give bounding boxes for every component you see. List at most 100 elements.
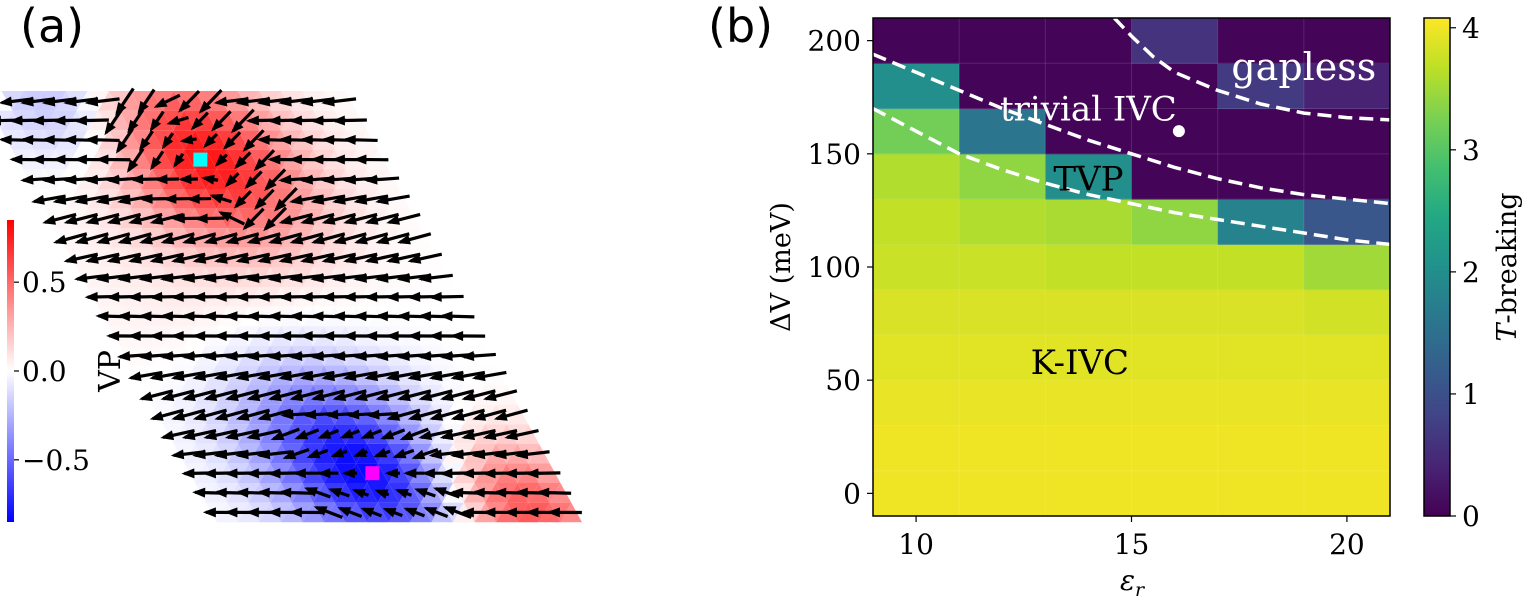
tbreaking-cell [1131, 425, 1219, 472]
vp-arrow [397, 232, 432, 245]
vp-arrow [364, 252, 400, 264]
vp-arrow [149, 110, 165, 132]
y-tick-label: 150 [808, 138, 861, 171]
vp-arrow [289, 194, 324, 205]
vp-colorbar-label: VP [93, 350, 128, 393]
vp-arrow [386, 212, 421, 225]
vp-cell [227, 189, 249, 209]
vp-arrow [161, 132, 175, 150]
vp-arrow [418, 429, 453, 441]
vp-arrow [321, 96, 357, 107]
vp-arrow [264, 168, 287, 192]
tbreaking-cell [1303, 108, 1390, 155]
vp-cell [130, 91, 152, 111]
vp-arrow [472, 408, 507, 421]
vp-arrow [278, 252, 314, 264]
vp-arrow [428, 291, 464, 302]
tbreaking-colorbar-label: T-breaking [1492, 192, 1522, 341]
vp-arrow [223, 131, 242, 150]
vp-cell [141, 110, 163, 131]
vp-arrow [96, 232, 131, 245]
vp-arrow [115, 127, 134, 154]
phase-boundaries [873, 18, 1390, 247]
vp-arrow [31, 194, 66, 205]
vp-arrow [242, 129, 265, 152]
vp-arrow [342, 370, 378, 382]
vp-arrow [242, 207, 265, 231]
vp-arrow [74, 194, 109, 205]
state-point [1172, 125, 1185, 138]
panel-label-a: (a) [20, 0, 84, 53]
vp-arrow [63, 212, 99, 225]
vp-arrow [429, 408, 464, 421]
vp-cell [205, 130, 228, 150]
vp-arrow [321, 212, 357, 225]
vp-arrow [394, 488, 413, 499]
tbreaking-cell [1217, 63, 1305, 110]
vp-arrow [418, 272, 453, 283]
tbreaking-cell [959, 153, 1046, 200]
vp-cell [119, 149, 142, 170]
vp-arrow [288, 507, 324, 518]
vp-cell [119, 91, 142, 111]
vp-arrow [171, 252, 206, 264]
vp-cell [399, 483, 421, 503]
vp-cell [248, 208, 271, 229]
vp-arrow [149, 252, 185, 264]
vp-cell [216, 130, 238, 150]
vp-cell [270, 189, 292, 209]
vp-arrow [234, 151, 252, 169]
vp-arrow [385, 370, 421, 382]
vp-arrow [332, 389, 367, 402]
vp-arrow [353, 389, 389, 402]
tbreaking-cell [959, 199, 1046, 245]
tbreaking-cell [1217, 18, 1305, 64]
vp-arrow [364, 174, 400, 185]
vp-arrow [289, 232, 324, 245]
vp-arrow [504, 429, 539, 441]
vp-arrow [418, 389, 453, 402]
vp-arrow [325, 409, 353, 420]
vp-cell [431, 502, 453, 523]
vp-arrow [439, 389, 475, 402]
phase-boundary [873, 106, 1390, 247]
tbreaking-colorbar-tick-label: 2 [1462, 256, 1480, 289]
tbreaking-cell [1131, 470, 1219, 516]
vp-arrow [170, 370, 206, 382]
vp-arrow [407, 370, 443, 382]
vp-arrow [353, 194, 389, 205]
vp-arrow [546, 507, 582, 518]
vp-cell [345, 424, 367, 444]
magenta-marker [365, 466, 380, 481]
tbreaking-cell [1303, 244, 1390, 291]
tbreaking-cell [873, 334, 960, 381]
tbreaking-cell [959, 108, 1046, 155]
vp-arrow [150, 150, 165, 171]
vp-arrow [360, 507, 383, 518]
vp-arrow [203, 132, 219, 149]
cell-grid [873, 18, 1390, 516]
vp-cell [216, 169, 238, 189]
vp-arrow [246, 232, 281, 245]
vp-arrow [127, 370, 163, 382]
vp-arrow [53, 232, 88, 245]
vp-arrow [386, 408, 421, 421]
vp-arrow [321, 252, 357, 264]
vp-arrow [343, 252, 378, 264]
x-tick-label: 15 [1114, 528, 1150, 561]
tbreaking-cell [1217, 289, 1305, 336]
vp-arrow [211, 110, 232, 132]
vp-arrow [230, 108, 255, 134]
y-tick-label: 50 [825, 364, 861, 397]
vp-cell [173, 149, 195, 170]
vp-cell [367, 502, 389, 523]
vp-arrow [235, 408, 270, 421]
vp-arrow [407, 252, 443, 264]
vp-arrow [450, 330, 486, 341]
tbreaking-cell [1045, 289, 1132, 336]
vp-arrow [256, 449, 292, 460]
vp-arrow [294, 428, 320, 440]
vp-arrow [337, 506, 363, 518]
vp-cell [184, 110, 206, 131]
vp-arrow [351, 488, 370, 499]
